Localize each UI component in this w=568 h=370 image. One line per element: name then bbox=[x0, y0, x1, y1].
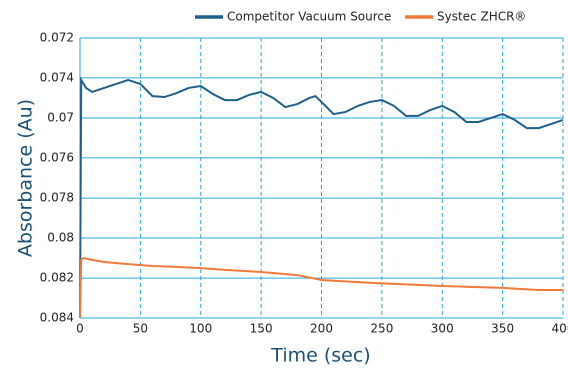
x-tick-label: 0 bbox=[76, 322, 84, 336]
x-tick-label: 400 bbox=[552, 322, 568, 336]
legend-label: Competitor Vacuum Source bbox=[227, 10, 391, 24]
y-tick-label: 0.072 bbox=[40, 31, 74, 45]
x-tick-label: 50 bbox=[133, 322, 148, 336]
x-tick-label: 250 bbox=[370, 322, 393, 336]
x-tick-label: 200 bbox=[310, 322, 333, 336]
y-axis-label: Absorbance (Au) bbox=[15, 99, 37, 257]
x-axis-label: Time (sec) bbox=[270, 345, 370, 367]
x-tick-label: 300 bbox=[431, 322, 454, 336]
y-tick-label: 0.082 bbox=[40, 271, 74, 285]
x-tick-label: 100 bbox=[189, 322, 212, 336]
x-tick-label: 150 bbox=[250, 322, 273, 336]
y-tick-label: 0.084 bbox=[40, 311, 74, 325]
y-tick-label: 0.076 bbox=[40, 150, 74, 164]
y-tick-label: 0.07 bbox=[47, 111, 74, 125]
y-tick-label: 0.074 bbox=[40, 70, 74, 84]
line-series bbox=[79, 76, 564, 319]
y-tick-label: 0.078 bbox=[40, 191, 74, 205]
line-series bbox=[79, 256, 563, 319]
legend-label: Systec ZHCR® bbox=[437, 10, 526, 24]
y-tick-label: 0.08 bbox=[47, 230, 74, 244]
x-tick-label: 350 bbox=[491, 322, 514, 336]
